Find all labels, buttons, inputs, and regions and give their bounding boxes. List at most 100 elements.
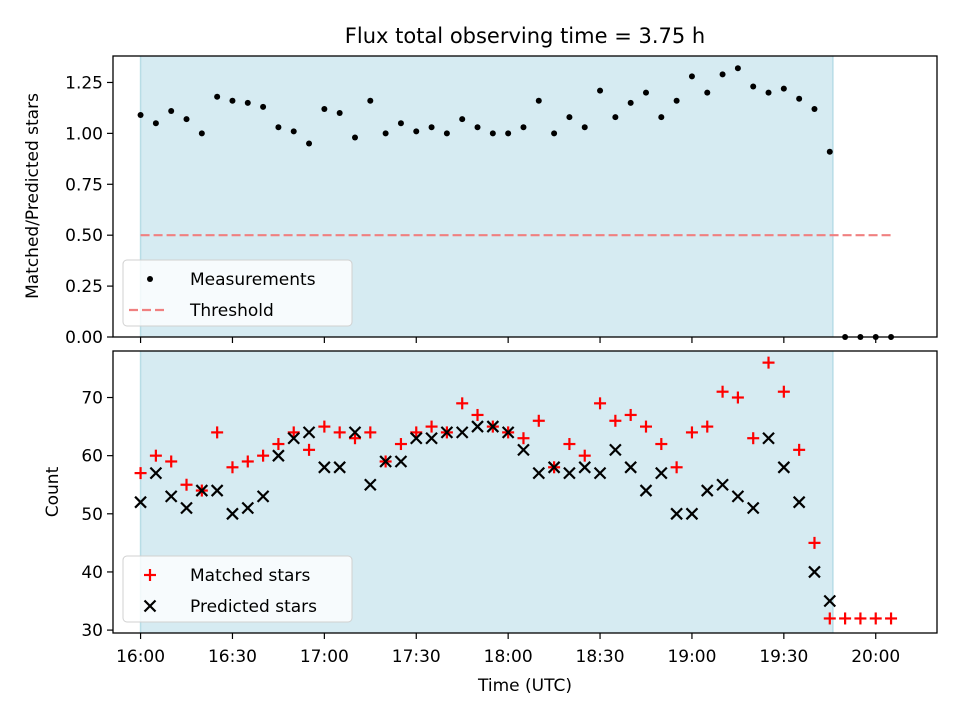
y-tick-label: 1.00 xyxy=(65,124,103,144)
matched-stars-point xyxy=(716,385,729,398)
predicted-stars-point xyxy=(700,484,714,497)
legend-label: Predicted stars xyxy=(190,597,317,617)
measurement-point xyxy=(168,107,175,114)
x-stroke-b xyxy=(670,507,683,521)
matched-stars-point xyxy=(839,612,852,625)
measurement-point xyxy=(397,120,404,127)
measurement-point xyxy=(367,97,374,104)
x-axis-label: Time (UTC) xyxy=(477,676,572,696)
predicted-stars-point xyxy=(639,484,653,497)
predicted-stars-point xyxy=(731,490,745,503)
matched-stars-point xyxy=(685,426,698,439)
predicted-stars-point xyxy=(241,501,255,515)
x-stroke-b xyxy=(547,461,561,474)
x-stroke-b xyxy=(379,455,392,468)
measurement-point xyxy=(734,65,741,72)
predicted-stars-point xyxy=(670,507,683,521)
x-stroke-b xyxy=(777,461,791,474)
measurement-point xyxy=(214,93,221,100)
matched-stars-point xyxy=(762,356,775,369)
matched-stars-point xyxy=(333,426,346,439)
measurement-point xyxy=(688,73,695,80)
predicted-stars-point xyxy=(149,466,163,480)
matched-stars-point xyxy=(563,438,576,451)
matched-stars-point xyxy=(425,420,438,433)
x-stroke-b xyxy=(517,443,530,457)
matched-stars-point xyxy=(655,438,668,451)
predicted-stars-point xyxy=(425,431,438,445)
predicted-stars-point xyxy=(792,495,806,509)
x-stroke-b xyxy=(746,501,760,515)
matched-stars-point xyxy=(394,438,407,451)
y-tick-label: 1.25 xyxy=(65,73,103,93)
predicted-stars-point xyxy=(364,478,377,492)
predicted-stars-point xyxy=(716,478,729,492)
predicted-stars-point xyxy=(455,426,469,439)
predicted-stars-point xyxy=(517,443,530,457)
measurement-point xyxy=(765,89,772,96)
x-stroke-b xyxy=(241,501,255,515)
measurement-point xyxy=(443,130,450,137)
matched-stars-point xyxy=(624,408,637,421)
predicted-stars-point xyxy=(180,501,193,515)
x-stroke-b xyxy=(731,490,745,503)
measurement-point xyxy=(382,130,389,137)
x-stroke-b xyxy=(134,495,147,509)
x-tick-label: 16:00 xyxy=(116,647,165,667)
x-tick-label: 19:30 xyxy=(759,647,808,667)
x-stroke-b xyxy=(164,490,178,503)
predicted-stars-point xyxy=(655,466,668,480)
x-stroke-b xyxy=(471,420,484,433)
x-stroke-b xyxy=(501,426,515,439)
x-stroke-b xyxy=(333,461,346,474)
predicted-stars-point xyxy=(808,565,821,579)
matched-stars-point xyxy=(318,420,331,433)
predicted-stars-point xyxy=(272,449,285,462)
matched-stars-point xyxy=(471,408,484,421)
measurement-point xyxy=(566,114,573,121)
matched-stars-point xyxy=(594,397,607,410)
x-stroke-b xyxy=(425,431,438,445)
predicted-stars-point xyxy=(762,431,775,445)
matched-stars-point xyxy=(272,438,285,451)
matched-stars-point xyxy=(885,612,898,625)
measurement-point xyxy=(750,83,757,90)
measurement-point xyxy=(581,124,588,131)
x-stroke-b xyxy=(394,455,408,468)
bottom-y-axis-label: Count xyxy=(43,466,63,517)
matched-stars-point xyxy=(364,426,377,439)
y-tick-label: 0.00 xyxy=(65,328,103,348)
matched-stars-point xyxy=(670,461,683,474)
measurement-point xyxy=(137,112,144,119)
matched-stars-point xyxy=(257,449,270,462)
matched-stars-point xyxy=(149,449,162,462)
measurement-point xyxy=(306,140,313,147)
x-stroke-b xyxy=(210,484,224,497)
x-tick-label: 17:00 xyxy=(300,647,349,667)
measurement-point xyxy=(658,114,665,121)
predicted-stars-point xyxy=(685,507,699,521)
x-stroke-b xyxy=(348,426,362,439)
predicted-stars-point xyxy=(746,501,760,515)
x-stroke-b xyxy=(808,565,821,579)
predicted-stars-point xyxy=(226,507,239,521)
x-tick-label: 16:30 xyxy=(208,647,257,667)
x-tick-label: 18:00 xyxy=(484,647,533,667)
x-stroke-b xyxy=(272,449,285,462)
matched-stars-point xyxy=(165,455,178,468)
matched-stars-point xyxy=(517,432,530,445)
x-stroke-b xyxy=(318,461,331,474)
measurement-point xyxy=(597,87,604,94)
measurement-point xyxy=(244,99,251,106)
x-stroke-b xyxy=(578,461,592,474)
x-stroke-b xyxy=(716,478,729,492)
matched-stars-point xyxy=(303,443,316,456)
x-stroke-b xyxy=(440,426,454,439)
matched-stars-point xyxy=(793,443,806,456)
matched-stars-point xyxy=(456,397,469,410)
x-tick-label: 19:00 xyxy=(667,647,716,667)
matched-stars-point xyxy=(639,420,652,433)
matched-stars-point xyxy=(823,612,836,625)
x-tick-label: 18:30 xyxy=(576,647,625,667)
x-stroke-b xyxy=(624,461,637,474)
